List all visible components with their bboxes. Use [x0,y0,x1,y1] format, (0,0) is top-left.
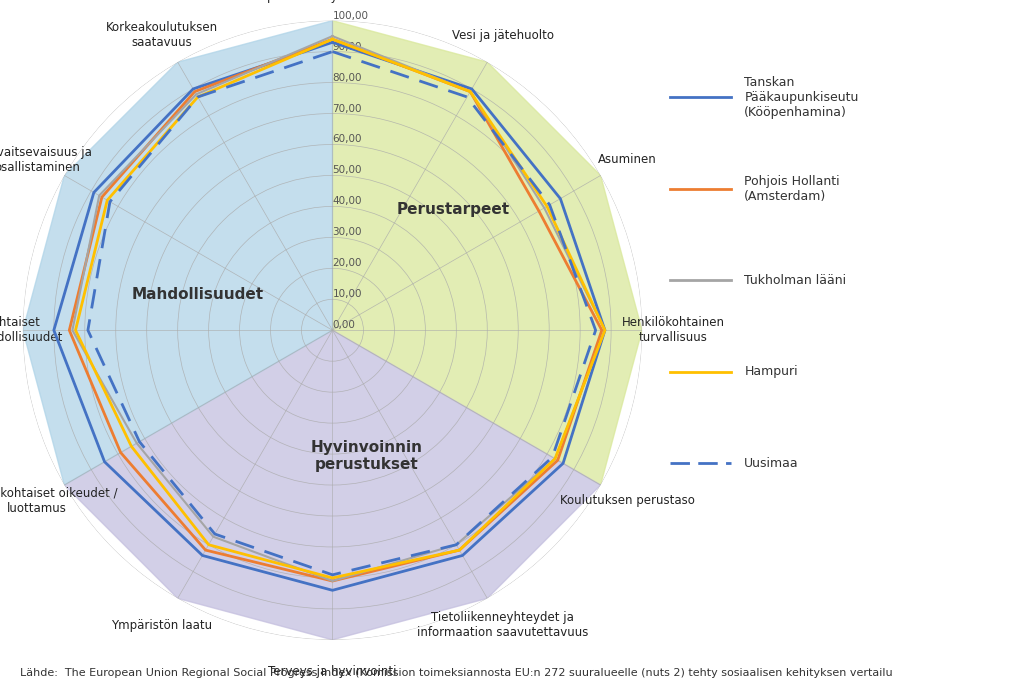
Text: Lähde:  The European Union Regional Social Progress Index (Komission toimeksiann: Lähde: The European Union Regional Socia… [20,667,893,678]
Polygon shape [64,330,601,640]
Polygon shape [23,21,332,485]
Text: Hampuri: Hampuri [745,365,798,378]
Text: Uusimaa: Uusimaa [745,457,799,469]
Text: Tanskan
Pääkaupunkiseutu
(Kööpenhamina): Tanskan Pääkaupunkiseutu (Kööpenhamina) [745,76,858,118]
Text: Mahdollisuudet: Mahdollisuudet [132,287,264,301]
Polygon shape [332,21,642,485]
Text: Perustarpeet: Perustarpeet [396,202,509,217]
Text: Hyvinvoinnin
perustukset: Hyvinvoinnin perustukset [310,440,422,472]
Text: Pohjois Hollanti
(Amsterdam): Pohjois Hollanti (Amsterdam) [745,175,840,202]
Text: Tukholman lääni: Tukholman lääni [745,274,846,286]
